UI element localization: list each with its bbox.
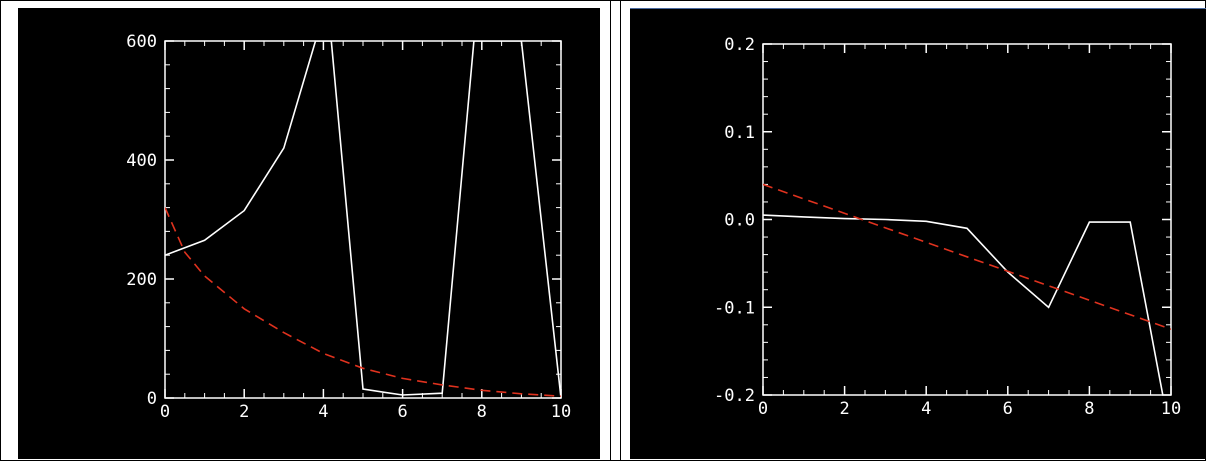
- series-line-dashed: [165, 207, 561, 397]
- chart-panel-right: 0 2 4 6 8 10 -0.2 -0.1 0.0 0.1 0.2: [630, 8, 1206, 459]
- y-tick-label: 400: [126, 151, 157, 171]
- chart-left: 0 2 4 6 8 10 0 200 400 600: [126, 32, 571, 422]
- plot-frame: [762, 43, 1172, 396]
- chart-right: 0 2 4 6 8 10 -0.2 -0.1 0.0 0.1 0.2: [714, 35, 1181, 419]
- x-tick-label: 8: [1084, 399, 1094, 419]
- y-tick-label: 200: [126, 270, 157, 290]
- x-tick-label: 2: [239, 402, 249, 422]
- x-tick-label: 4: [318, 402, 328, 422]
- chart-panel-left: 0 2 4 6 8 10 0 200 400 600: [18, 8, 600, 459]
- series-line-dashed: [763, 183, 1171, 330]
- y-tick-label: 600: [126, 32, 157, 52]
- x-tick-label: 2: [839, 399, 849, 419]
- y-tick-label: 0.1: [724, 123, 755, 143]
- x-tick-label: 6: [397, 402, 407, 422]
- x-tick-label: 10: [551, 402, 571, 422]
- x-tick-label: 0: [758, 399, 768, 419]
- y-tick-label: 0: [147, 389, 157, 409]
- y-tick-label: -0.2: [714, 386, 755, 406]
- table-divider: [610, 0, 611, 461]
- x-tick-label: 6: [1003, 399, 1013, 419]
- y-tick-label: 0.0: [724, 211, 755, 231]
- x-tick-label: 10: [1161, 399, 1181, 419]
- x-tick-label: 0: [160, 402, 170, 422]
- series-line-solid: [165, 41, 561, 398]
- x-tick-label: 4: [921, 399, 931, 419]
- x-tick-label: 8: [477, 402, 487, 422]
- series-line-solid: [763, 214, 1164, 395]
- table-divider: [620, 0, 621, 461]
- y-tick-label: 0.2: [724, 35, 755, 55]
- y-tick-label: -0.1: [714, 298, 755, 318]
- plot-frame: [164, 40, 562, 399]
